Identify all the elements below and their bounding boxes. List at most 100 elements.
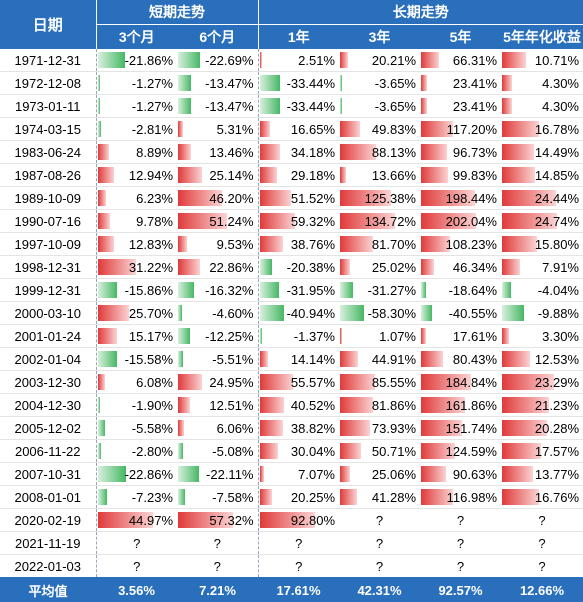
data-bar — [421, 98, 427, 114]
cell-value: -5.08% — [212, 444, 253, 459]
average-cell: 3.56% — [96, 578, 177, 602]
data-bar — [98, 466, 126, 482]
cell-1y: 2.51% — [258, 49, 339, 72]
cell-6m: 13.46% — [177, 141, 258, 164]
cell-6m: -5.08% — [177, 440, 258, 463]
cell-value: 14.85% — [535, 168, 579, 183]
cell-1y: 92.80% — [258, 509, 339, 532]
cell-5y: 99.83% — [420, 164, 501, 187]
cell-3y: -3.65% — [339, 72, 420, 95]
cell-5y: 161.86% — [420, 394, 501, 417]
cell-value: ? — [538, 536, 545, 551]
cell-5y: 96.73% — [420, 141, 501, 164]
row-date: 2006-11-22 — [0, 440, 96, 463]
data-bar — [98, 98, 100, 114]
data-bar — [260, 213, 295, 229]
cell-5y: ? — [420, 532, 501, 555]
cell-value: ? — [376, 513, 383, 528]
cell-value: 50.71% — [372, 444, 416, 459]
cell-value: 124.59% — [446, 444, 497, 459]
cell-value: -9.88% — [538, 306, 579, 321]
data-bar — [178, 236, 187, 252]
table-row: 1999-12-31-15.86%-16.32%-31.95%-31.27%-1… — [0, 279, 583, 302]
cell-value: -40.55% — [449, 306, 497, 321]
row-date: 2008-01-01 — [0, 486, 96, 509]
cell-value: 12.83% — [129, 237, 173, 252]
cell-value: 7.91% — [542, 260, 579, 275]
data-bar — [98, 167, 114, 183]
data-bar — [340, 236, 373, 252]
row-date: 2003-12-30 — [0, 371, 96, 394]
data-bar — [98, 75, 100, 91]
data-bar — [260, 121, 270, 137]
cell-5y-annualized: 17.57% — [501, 440, 583, 463]
cell-5y-annualized: ? — [501, 532, 583, 555]
cell-value: 81.86% — [372, 398, 416, 413]
cell-3m: 12.83% — [96, 233, 177, 256]
cell-value: -18.64% — [449, 283, 497, 298]
cell-value: 16.76% — [535, 490, 579, 505]
cell-6m: 25.14% — [177, 164, 258, 187]
data-bar — [340, 144, 376, 160]
cell-value: 31.22% — [129, 260, 173, 275]
col-header-3y: 3年 — [339, 25, 420, 50]
cell-6m: -22.69% — [177, 49, 258, 72]
cell-5y: 108.23% — [420, 233, 501, 256]
cell-5y-annualized: 16.76% — [501, 486, 583, 509]
cell-1y: 34.18% — [258, 141, 339, 164]
cell-value: -4.04% — [538, 283, 579, 298]
cell-3m: -21.86% — [96, 49, 177, 72]
cell-5y-annualized: 4.30% — [501, 72, 583, 95]
cell-value: ? — [295, 559, 302, 574]
cell-value: 4.30% — [542, 76, 579, 91]
cell-3y: 81.86% — [339, 394, 420, 417]
cell-3m: -5.58% — [96, 417, 177, 440]
cell-value: 16.65% — [291, 122, 335, 137]
data-bar — [340, 397, 373, 413]
cell-5y: 124.59% — [420, 440, 501, 463]
data-bar — [340, 75, 342, 91]
cell-value: 13.46% — [209, 145, 253, 160]
data-bar — [421, 282, 426, 298]
cell-value: -22.69% — [205, 53, 253, 68]
cell-5y: 80.43% — [420, 348, 501, 371]
cell-value: 15.17% — [129, 329, 173, 344]
cell-value: ? — [214, 559, 221, 574]
cell-5y: -18.64% — [420, 279, 501, 302]
cell-value: 12.51% — [209, 398, 253, 413]
cell-3m: ? — [96, 532, 177, 555]
cell-1y: 59.32% — [258, 210, 339, 233]
data-bar — [421, 75, 427, 91]
cell-3y: ? — [339, 509, 420, 532]
row-date: 2002-01-04 — [0, 348, 96, 371]
cell-value: -7.23% — [132, 490, 173, 505]
cell-value: 202.04% — [446, 214, 497, 229]
cell-value: 2.51% — [298, 53, 335, 68]
cell-1y: 51.52% — [258, 187, 339, 210]
cell-value: 57.32% — [209, 513, 253, 528]
cell-6m: -4.60% — [177, 302, 258, 325]
row-date: 1983-06-24 — [0, 141, 96, 164]
cell-value: 59.32% — [291, 214, 335, 229]
cell-3m: -2.81% — [96, 118, 177, 141]
cell-6m: 57.32% — [177, 509, 258, 532]
cell-value: -40.94% — [287, 306, 335, 321]
data-bar — [178, 75, 191, 91]
data-bar — [502, 167, 535, 183]
cell-value: 198.44% — [446, 191, 497, 206]
cell-value: -13.47% — [205, 99, 253, 114]
data-bar — [421, 259, 434, 275]
row-date: 2021-11-19 — [0, 532, 96, 555]
cell-value: 4.30% — [542, 99, 579, 114]
average-cell: 17.61% — [258, 578, 339, 602]
cell-value: -15.58% — [125, 352, 173, 367]
cell-value: ? — [376, 536, 383, 551]
cell-value: ? — [538, 513, 545, 528]
cell-5y: 198.44% — [420, 187, 501, 210]
cell-value: -58.30% — [368, 306, 416, 321]
